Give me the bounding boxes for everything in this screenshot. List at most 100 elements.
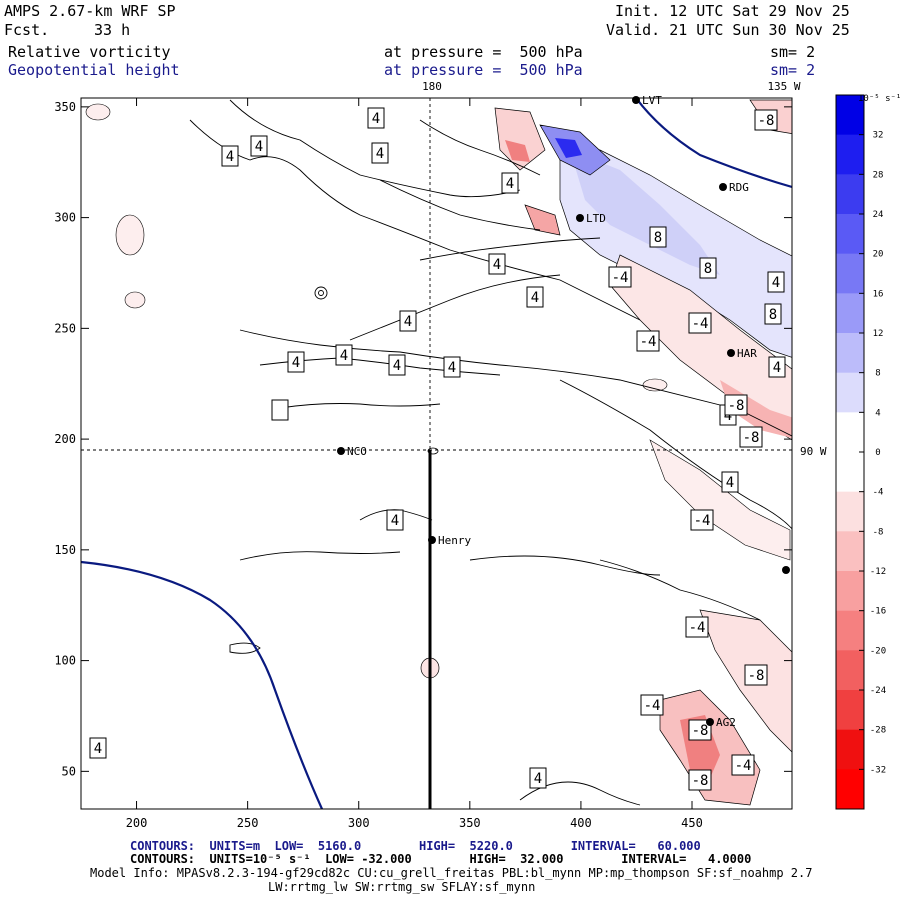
contour-label-box [721,471,739,493]
contour-label-box [767,271,785,293]
forecast-hour: 33 h [94,21,131,39]
colorbar-segment [836,253,864,294]
x-tick-label: 250 [237,816,259,830]
contour-label: 4 [531,290,539,306]
geopotential-contours [81,98,792,809]
contour-label: 4 [534,771,542,787]
lon-90w-label: 90 W [800,445,827,458]
station-marker [576,214,584,222]
colorbar-tick-label: 24 [873,210,884,220]
contour-label-box [386,509,404,531]
station-label: HAR [737,347,757,360]
colorbar-tick-label: 4 [875,408,880,418]
station-label: Henry [438,534,471,547]
contour-label-box [754,109,778,131]
field2-name: Geopotential height [8,61,180,79]
colorbar: 32 28 24 20 16 12 8 4 0 -4 -8 -12 -16 -20 -24 -28 -32 [835,94,886,810]
field1-smoothing: sm= 2 [770,43,816,61]
contour-label-box [250,135,268,157]
contour-label: 4 [404,314,412,330]
colorbar-tick-label: -28 [870,726,886,736]
colorbar-segment [836,729,864,770]
x-tick-label: 200 [126,816,148,830]
colorbar-unit: 10⁻⁵ s⁻¹ [858,94,900,104]
contour-label: 4 [393,358,401,374]
station-label: NCO [347,445,367,458]
plot-frame [80,97,793,810]
colorbar-segment [836,293,864,334]
colorbar-tick-label: 20 [873,250,884,260]
colorbar-tick-label: -20 [870,646,886,656]
station-label: RDG [729,181,749,194]
contour-label-box [688,769,712,791]
y-tick-label: 350 [54,100,76,114]
contour-label: -8 [758,113,775,129]
x-tick-label: 300 [348,816,370,830]
station-marker [719,183,727,191]
contour-label-box [287,351,305,373]
y-tick-label: 50 [62,764,76,778]
footer-model-info: Model Info: MPASv8.2.3-194-gf29cd82c CU:… [90,866,813,880]
contour-label-box [699,257,717,279]
contour-label: -4 [644,698,661,714]
contour-label: 8 [704,261,712,277]
contour-label: -8 [748,668,765,684]
station-label: LTD [586,212,606,225]
contour-label: -4 [694,513,711,529]
y-axis: 50 100 150 200 250 300 350 [54,100,792,778]
colorbar-segment [836,491,864,532]
contour-label: 4 [94,741,102,757]
colorbar-segment [836,174,864,215]
contour-label-box [649,226,667,248]
cross-section-end [427,447,439,455]
contour-label: 4 [292,355,300,371]
station-marker [727,349,735,357]
station-marker [632,96,640,104]
contour-label-box [271,399,289,421]
contour-label-box [388,354,406,376]
colorbar-tick-label: -8 [873,527,884,537]
contour-label-box [501,172,519,194]
contour-label-box [221,145,239,167]
station-marker [782,566,790,574]
station-marker [428,536,436,544]
contour-label: -4 [735,758,752,774]
colorbar-tick-label: -16 [870,607,886,617]
y-tick-label: 250 [54,321,76,335]
y-tick-label: 100 [54,654,76,668]
contour-label-box [685,616,709,638]
field2-smoothing: sm= 2 [770,61,816,79]
contour-label: 4 [391,513,399,529]
colorbar-tick-label: -24 [870,686,886,696]
field1-name: Relative vorticity [8,43,171,61]
contour-label-box [89,737,107,759]
colorbar-tick-label: -4 [873,488,884,498]
footer-physics-info: LW:rrtmg_lw SW:rrtmg_sw SFLAY:sf_mynn [268,880,536,894]
contour-label: 4 [773,360,781,376]
contour-label: 8 [769,307,777,323]
colorbar-tick-label: 16 [873,289,884,299]
contour-label: 4 [493,257,501,273]
y-tick-label: 200 [54,432,76,446]
colorbar-tick-label: 12 [873,329,884,339]
contour-label-box [367,107,385,129]
contour-label: 4 [376,146,384,162]
contour-label-box [636,330,660,352]
contour-label: 4 [255,139,263,155]
contour-label: 4 [372,111,380,127]
colorbar-segment [836,610,864,651]
contour-label: 4 [448,360,456,376]
contour-label: 4 [772,275,780,291]
colorbar-segment [836,333,864,374]
contour-label: -4 [689,620,706,636]
colorbar-segment [836,650,864,691]
contour-label-box [688,312,712,334]
footer-vorticity-contours: CONTOURS: UNITS=10⁻⁵ s⁻¹ LOW= -32.000 HI… [130,852,752,866]
contour-label: -8 [692,723,709,739]
field2-level: at pressure = 500 hPa [384,61,583,79]
y-tick-label: 150 [54,543,76,557]
field1-level: at pressure = 500 hPa [384,43,583,61]
colorbar-segment [836,531,864,572]
contour-label: 4 [340,348,348,364]
colorbar-tick-label: -32 [870,765,886,775]
